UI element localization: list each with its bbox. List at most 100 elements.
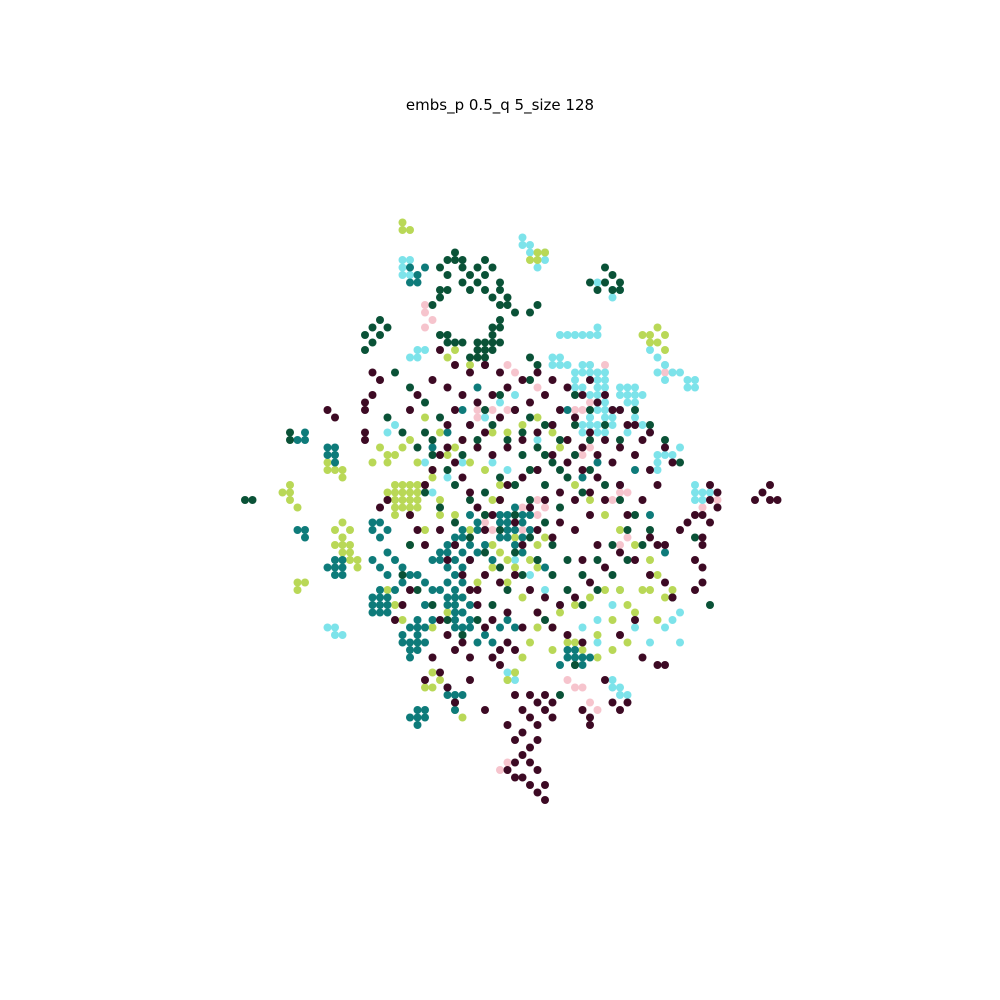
scatter-point-s2-29 <box>466 601 474 609</box>
scatter-point-s0-19 <box>496 496 504 504</box>
scatter-point-s0-176 <box>623 421 632 429</box>
scatter-point-s0-78 <box>646 533 654 542</box>
scatter-point-s0-126 <box>668 593 677 602</box>
scatter-point-s0-128 <box>436 668 444 677</box>
scatter-point-s2-63 <box>368 608 377 617</box>
scatter-point-s1-57 <box>593 286 602 294</box>
scatter-point-s5-27 <box>608 496 617 504</box>
scatter-point-s1-29 <box>473 338 482 347</box>
scatter-point-s4-130 <box>481 413 489 422</box>
scatter-point-s0-141 <box>496 578 504 587</box>
scatter-point-s4-114 <box>601 398 609 407</box>
scatter-point-s0-61 <box>526 691 534 699</box>
scatter-point-s3-92 <box>518 421 527 429</box>
scatter-point-s0-81 <box>758 488 767 497</box>
scatter-point-s4-13 <box>578 368 587 377</box>
scatter-point-s1-39 <box>443 271 452 279</box>
scatter-point-s2-53 <box>398 638 407 647</box>
scatter-point-s0-29 <box>488 451 497 459</box>
scatter-point-s0-181 <box>548 376 557 384</box>
scatter-point-s3-128 <box>443 608 452 617</box>
scatter-point-s3-134 <box>488 496 497 504</box>
scatter-point-s3-47 <box>301 578 309 587</box>
scatter-point-s2-73 <box>556 661 564 669</box>
scatter-point-s2-45 <box>518 511 527 519</box>
scatter-point-s5-48 <box>503 758 512 767</box>
scatter-point-s1-125 <box>413 586 422 594</box>
scatter-point-s4-28 <box>623 398 632 407</box>
scatter-point-s2-114 <box>368 526 377 534</box>
scatter-point-s1-55 <box>436 331 444 339</box>
scatter-point-s5-53 <box>713 496 722 504</box>
scatter-point-s0-47 <box>526 743 534 752</box>
scatter-point-s3-81 <box>391 451 399 459</box>
scatter-point-s0-133 <box>466 676 474 684</box>
scatter-point-s3-21 <box>346 556 354 564</box>
scatter-point-s4-78 <box>398 256 407 264</box>
scatter-point-s1-23 <box>481 346 489 354</box>
scatter-point-s0-161 <box>451 406 459 414</box>
scatter-point-s4-106 <box>511 676 519 684</box>
scatter-point-s4-56 <box>691 376 699 384</box>
scatter-point-s2-131 <box>413 616 422 624</box>
scatter-point-s1-157 <box>593 556 602 564</box>
scatter-point-s0-166 <box>526 398 534 407</box>
scatter-point-s2-163 <box>428 443 437 452</box>
scatter-point-s2-60 <box>368 593 377 602</box>
scatter-point-s4-57 <box>683 383 692 392</box>
scatter-point-s1-77 <box>578 488 587 497</box>
scatter-point-s1-131 <box>436 413 444 422</box>
scatter-point-s1-72 <box>541 421 549 429</box>
scatter-point-s4-27 <box>631 391 639 399</box>
scatter-point-s4-134 <box>608 601 617 609</box>
scatter-point-s0-37 <box>608 458 617 467</box>
scatter-point-s4-96 <box>616 691 624 699</box>
scatter-point-s1-160 <box>481 488 489 497</box>
scatter-point-s3-111 <box>616 526 624 534</box>
scatter-point-s0-102 <box>473 601 482 609</box>
scatter-point-s1-82 <box>496 563 504 572</box>
scatter-point-s0-48 <box>518 751 527 759</box>
scatter-point-s0-49 <box>511 758 519 767</box>
scatter-point-s0-105 <box>368 391 377 399</box>
scatter-point-s1-71 <box>526 413 534 422</box>
scatter-point-s4-113 <box>586 413 594 422</box>
scatter-point-s1-153 <box>413 443 422 452</box>
scatter-point-s2-123 <box>421 578 429 587</box>
scatter-point-s1-33 <box>481 353 489 362</box>
scatter-point-s3-53 <box>526 556 534 564</box>
scatter-point-s0-67 <box>683 518 692 527</box>
scatter-point-s2-127 <box>391 586 399 594</box>
scatter-point-s4-50 <box>653 368 662 377</box>
scatter-point-s3-13 <box>398 481 407 489</box>
scatter-point-s0-190 <box>413 391 422 399</box>
scatter-point-s3-45 <box>293 578 302 587</box>
scatter-point-s4-135 <box>593 616 602 624</box>
scatter-point-s3-159 <box>653 616 662 624</box>
scatter-point-s2-66 <box>376 586 384 594</box>
scatter-point-s2-102 <box>451 706 459 714</box>
scatter-point-s1-91 <box>518 451 527 459</box>
scatter-point-s3-163 <box>616 586 624 594</box>
scatter-point-s2-129 <box>376 563 384 572</box>
scatter-point-s1-115 <box>563 586 572 594</box>
scatter-point-s1-134 <box>571 391 579 399</box>
scatter-point-s4-26 <box>623 391 632 399</box>
scatter-point-s3-150 <box>518 653 527 662</box>
scatter-point-s3-143 <box>413 458 422 467</box>
scatter-point-s2-141 <box>458 608 467 617</box>
scatter-point-s0-69 <box>698 511 707 519</box>
scatter-point-s1-69 <box>496 391 504 399</box>
scatter-point-s2-75 <box>586 653 594 662</box>
scatter-point-s0-74 <box>698 563 707 572</box>
scatter-point-s3-166 <box>571 601 579 609</box>
scatter-point-s1-32 <box>488 323 497 332</box>
scatter-point-s0-123 <box>616 631 624 639</box>
scatter-point-s2-79 <box>338 563 347 572</box>
scatter-point-s0-3 <box>548 533 557 542</box>
scatter-point-s0-28 <box>473 443 482 452</box>
scatter-point-s1-7 <box>503 301 512 309</box>
scatter-point-s5-46 <box>496 766 504 774</box>
scatter-point-s1-147 <box>541 616 549 624</box>
scatter-point-s4-86 <box>593 331 602 339</box>
